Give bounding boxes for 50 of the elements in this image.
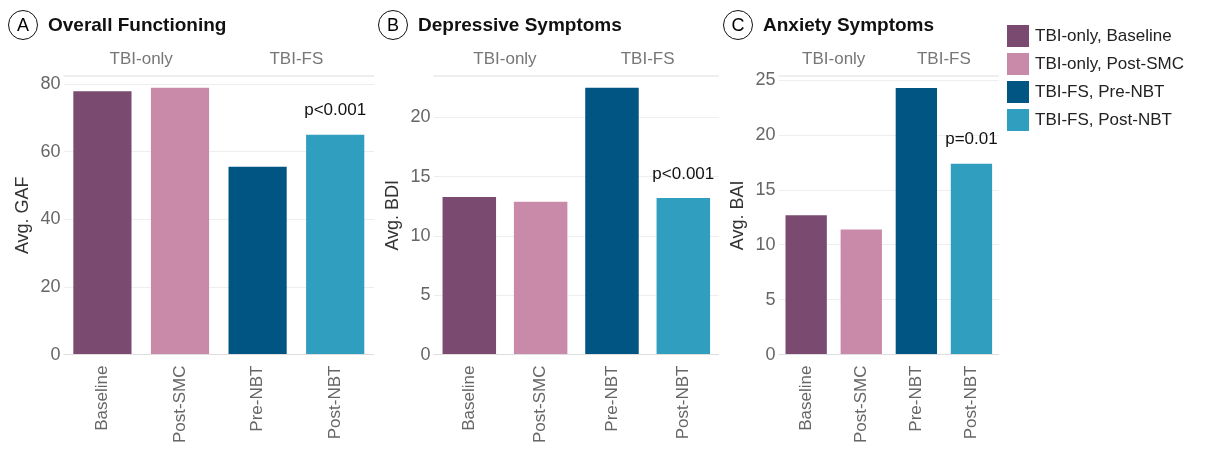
y-tick-label: 5: [420, 284, 431, 305]
chart-title: Overall Functioning: [48, 14, 227, 36]
y-axis-title: Avg. BAI: [726, 180, 747, 251]
legend-label: TBI-only, Baseline: [1035, 26, 1172, 46]
x-tick-label: Baseline: [92, 365, 112, 431]
x-tick-label: Post-NBT: [673, 365, 693, 440]
legend-label: TBI-FS, Post-NBT: [1035, 110, 1172, 130]
text: TBI-FS: [269, 48, 324, 68]
x-tick-label: Pre-NBT: [247, 365, 267, 432]
text: TBI-only: [473, 48, 538, 68]
x-tick-label: Post-SMC: [850, 365, 870, 444]
text: C: [723, 10, 753, 40]
chart-title: Depressive Symptoms: [418, 14, 622, 36]
y-axis-title: Avg. BDI: [381, 179, 402, 251]
y-tick-label: 20: [410, 106, 431, 127]
y-tick-label: 10: [410, 224, 431, 245]
x-tick-label: Baseline: [795, 365, 815, 431]
text: TBI-FS: [620, 48, 675, 68]
chart-title: Anxiety Symptoms: [763, 14, 935, 36]
y-tick-label: 15: [755, 179, 776, 200]
y-tick-label: 15: [410, 165, 431, 186]
y-tick-label: 10: [755, 233, 776, 254]
y-tick-label: 25: [755, 69, 776, 90]
y-tick-label: 20: [755, 124, 776, 145]
y-tick-label: 80: [40, 73, 61, 94]
y-tick-label: 0: [765, 343, 776, 364]
text: B: [378, 10, 408, 40]
y-tick-label: 60: [40, 140, 61, 161]
annotation: p<0.001: [304, 100, 367, 120]
x-tick-label: Post-NBT: [324, 365, 344, 440]
text: TBI-FS: [916, 48, 971, 68]
text: A: [8, 10, 38, 40]
x-tick-label: Pre-NBT: [601, 365, 621, 432]
legend-label: TBI-only, Post-SMC: [1035, 54, 1184, 74]
text: TBI-only: [109, 48, 174, 68]
y-tick-label: 40: [40, 208, 61, 229]
y-tick-label: 5: [765, 288, 776, 309]
text: TBI-only: [802, 48, 866, 68]
annotation: p=0.01: [945, 129, 998, 149]
y-tick-label: 0: [420, 343, 431, 364]
y-tick-label: 0: [50, 343, 61, 364]
y-tick-label: 20: [40, 275, 61, 296]
x-tick-label: Post-NBT: [961, 365, 981, 440]
x-tick-label: Post-SMC: [169, 365, 189, 444]
annotation: p<0.001: [652, 163, 715, 183]
x-tick-label: Post-SMC: [530, 365, 550, 444]
legend-label: TBI-FS, Pre-NBT: [1035, 82, 1165, 102]
x-tick-label: Pre-NBT: [906, 365, 926, 432]
x-tick-label: Baseline: [458, 365, 478, 431]
y-axis-title: Avg. GAF: [11, 176, 32, 255]
